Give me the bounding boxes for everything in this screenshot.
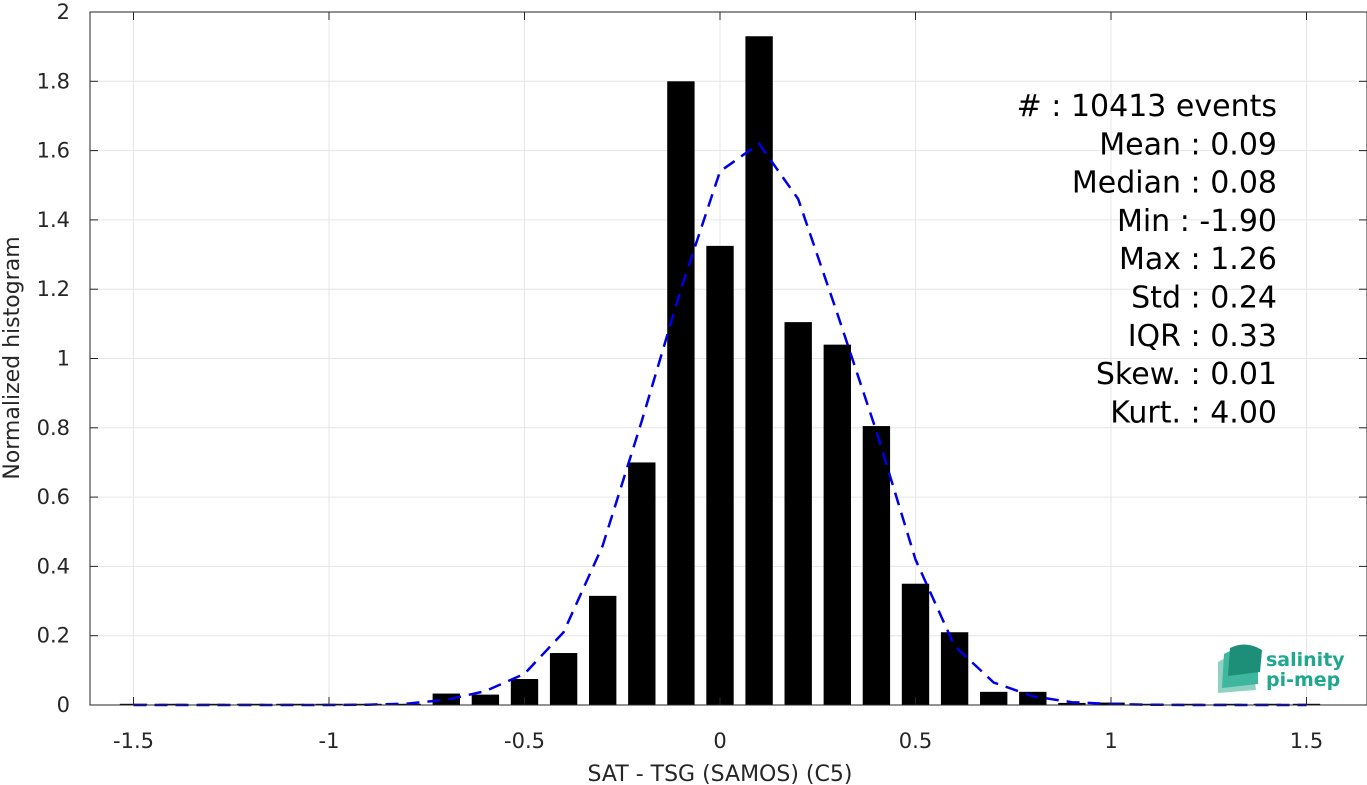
x-tick-label: 1.5	[1290, 729, 1323, 753]
x-tick-label: -1.5	[113, 729, 154, 753]
stat-line: Std : 0.24	[1131, 281, 1277, 316]
stat-line: Median : 0.08	[1072, 166, 1277, 201]
stat-line: Mean : 0.09	[1099, 127, 1277, 162]
x-axis-ticks: -1.5 -1 -0.5 0 0.5 1 1.5	[113, 12, 1323, 753]
histogram-bar	[1136, 703, 1164, 705]
stat-line: Kurt. : 4.00	[1110, 395, 1277, 430]
y-tick-label: 1.6	[37, 139, 70, 163]
histogram-bar	[667, 81, 695, 706]
salinity-pi-mep-logo: salinity pi-mep	[1218, 644, 1345, 693]
y-tick-label: 0.4	[37, 554, 70, 578]
histogram-bar	[745, 36, 773, 705]
stat-line: Min : -1.90	[1117, 204, 1277, 239]
stat-line: # : 10413 events	[1017, 89, 1277, 124]
histogram-bar	[901, 583, 930, 705]
logo-text-pi-mep: pi-mep	[1266, 669, 1340, 691]
histogram-bar	[589, 595, 617, 705]
stat-line: IQR : 0.33	[1128, 319, 1277, 354]
y-axis-label: Normalized histogram	[0, 236, 25, 479]
histogram-bar	[198, 703, 226, 705]
y-tick-label: 1.4	[37, 208, 70, 232]
y-tick-label: 1.2	[37, 277, 70, 301]
x-tick-label: -1	[319, 729, 340, 753]
histogram-bar	[784, 322, 812, 705]
y-tick-label: 1	[57, 347, 70, 371]
histogram-bar	[1214, 703, 1242, 705]
x-tick-label: -0.5	[504, 729, 545, 753]
histogram-bar	[823, 344, 851, 705]
histogram-bar	[980, 691, 1008, 705]
x-tick-label: 0.5	[899, 729, 932, 753]
y-tick-label: 0.6	[37, 485, 70, 509]
logo-text-salinity: salinity	[1266, 649, 1345, 671]
histogram-bar	[549, 653, 578, 705]
histogram-bars	[119, 36, 1321, 706]
stat-line: Max : 1.26	[1119, 242, 1277, 277]
histogram-bar	[862, 426, 891, 705]
x-tick-label: 1	[1104, 729, 1117, 753]
histogram-bar	[1019, 691, 1047, 705]
y-axis-ticks: 0 0.2 0.4 0.6 0.8 1 1.2 1.4 1.6 1.8 2	[37, 0, 1367, 717]
y-tick-label: 0.8	[37, 416, 70, 440]
histogram-bar	[158, 703, 187, 705]
y-tick-label: 1.8	[37, 69, 70, 93]
histogram-bar	[471, 694, 500, 705]
histogram-bar	[1058, 702, 1086, 705]
y-tick-label: 0.2	[37, 624, 70, 648]
y-tick-label: 2	[57, 0, 70, 24]
histogram-bar	[1175, 703, 1203, 705]
histogram-bar	[706, 245, 734, 705]
y-tick-label: 0	[57, 693, 70, 717]
x-tick-label: 0	[713, 729, 726, 753]
histogram-bar	[432, 693, 460, 705]
logo-waves-icon	[1218, 644, 1262, 693]
histogram-bar	[628, 462, 656, 705]
histogram-bar	[940, 632, 969, 705]
stat-line: Skew. : 0.01	[1096, 357, 1277, 392]
x-axis-label: SAT - TSG (SAMOS) (C5)	[588, 762, 853, 785]
